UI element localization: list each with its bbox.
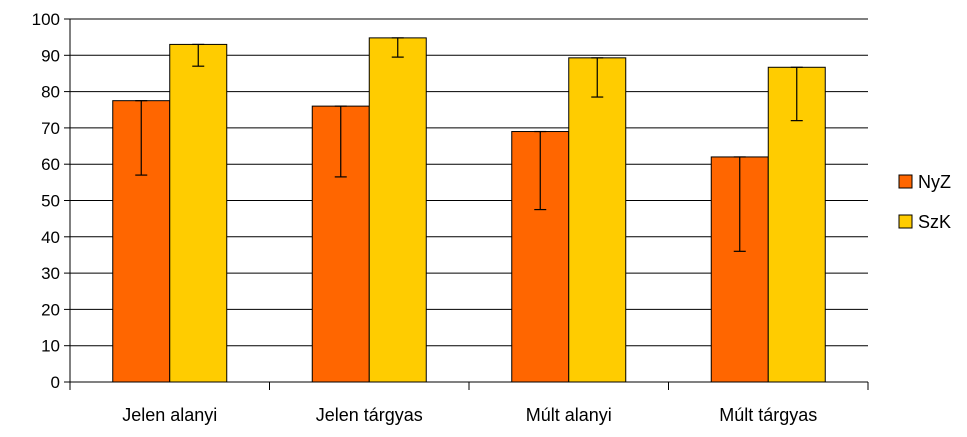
y-tick-labels: 0 10 20 30 40 50 60 70 80 90 100 <box>32 10 60 392</box>
legend-swatch-szk <box>898 214 913 229</box>
legend-swatch-nyz <box>898 174 913 189</box>
bar-szk-3 <box>568 57 627 383</box>
bars <box>112 37 826 383</box>
y-tick-label: 70 <box>41 119 60 138</box>
y-tick-label: 80 <box>41 83 60 102</box>
x-category-labels: Jelen alanyi Jelen tárgyas Múlt alanyi Múlt… <box>122 405 817 425</box>
axes <box>64 18 869 390</box>
bar-szk-2 <box>368 37 427 383</box>
y-tick-label: 30 <box>41 264 60 283</box>
y-tick-label: 40 <box>41 228 60 247</box>
x-category-label: Múlt tárgyas <box>719 405 817 425</box>
legend: NyZ SzK <box>898 172 951 232</box>
x-category-label: Jelen alanyi <box>122 405 217 425</box>
x-category-label: Jelen tárgyas <box>316 405 423 425</box>
y-tick-label: 90 <box>41 46 60 65</box>
legend-label-szk: SzK <box>918 212 951 232</box>
y-tick-label: 60 <box>41 155 60 174</box>
y-tick-label: 50 <box>41 192 60 211</box>
error-bars <box>135 37 803 252</box>
y-tick-label: 10 <box>41 337 60 356</box>
y-tick-label: 100 <box>32 10 60 29</box>
x-category-label: Múlt alanyi <box>526 405 612 425</box>
y-tick-label: 20 <box>41 300 60 319</box>
legend-label-nyz: NyZ <box>918 172 951 192</box>
y-tick-label: 0 <box>51 373 60 392</box>
bar-szk-1 <box>169 43 228 383</box>
